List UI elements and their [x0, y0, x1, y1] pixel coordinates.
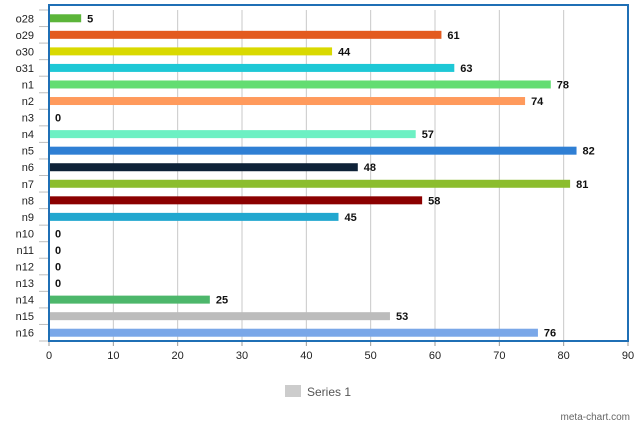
- x-tick-label: 40: [300, 350, 312, 362]
- bar[interactable]: [49, 212, 339, 221]
- bar[interactable]: [49, 328, 538, 337]
- data-label: 78: [557, 79, 569, 91]
- data-label: 81: [576, 179, 588, 191]
- bar[interactable]: [49, 14, 82, 23]
- bar[interactable]: [49, 312, 390, 321]
- data-label: 45: [345, 212, 357, 224]
- bar[interactable]: [49, 97, 526, 106]
- x-tick-label: 10: [107, 350, 119, 362]
- grid-lines: [112, 10, 629, 341]
- category-label: n2: [22, 96, 34, 108]
- data-label: 57: [422, 129, 434, 141]
- bar[interactable]: [49, 30, 442, 39]
- category-label: n15: [16, 311, 34, 323]
- data-label: 0: [55, 245, 61, 257]
- category-label: o29: [16, 30, 34, 42]
- data-label: 44: [338, 46, 351, 58]
- data-label: 0: [55, 113, 61, 125]
- x-tick-label: 30: [236, 350, 248, 362]
- bar[interactable]: [49, 80, 551, 89]
- bar[interactable]: [49, 179, 571, 188]
- category-label: n7: [22, 179, 34, 191]
- category-label: n9: [22, 212, 34, 224]
- x-tick-label: 20: [172, 350, 184, 362]
- data-label: 82: [583, 146, 595, 158]
- x-tick-label: 70: [493, 350, 505, 362]
- data-label: 74: [531, 96, 544, 108]
- axes: 0 10 20 30 40 50 60 70 80 90o28o29o30o31n1n2n3n4n…: [16, 9, 634, 362]
- x-tick-label: 90: [622, 350, 634, 362]
- data-label: 5: [87, 13, 93, 25]
- data-label: 76: [544, 328, 556, 340]
- category-label: n14: [16, 295, 34, 307]
- data-label: 53: [396, 311, 408, 323]
- x-tick-label: 0: [46, 350, 52, 362]
- credit-text: meta-chart.com: [561, 412, 630, 423]
- category-label: n12: [16, 262, 34, 274]
- plot-border: [48, 4, 629, 342]
- x-tick-label: 80: [558, 350, 570, 362]
- category-label: n10: [16, 228, 34, 240]
- category-label: n8: [22, 195, 34, 207]
- data-label: 0: [55, 262, 61, 274]
- legend[interactable]: Series 1: [285, 385, 351, 399]
- bars: [49, 14, 577, 337]
- bar[interactable]: [49, 47, 333, 56]
- bar[interactable]: [49, 63, 455, 72]
- data-label: 0: [55, 278, 61, 290]
- data-label: 48: [364, 162, 376, 174]
- category-label: n4: [22, 129, 34, 141]
- bar[interactable]: [49, 163, 358, 172]
- data-label: 63: [460, 63, 472, 75]
- category-label: o31: [16, 63, 34, 75]
- legend-swatch[interactable]: [285, 385, 301, 397]
- category-label: n3: [22, 113, 34, 125]
- category-label: n5: [22, 146, 34, 158]
- bar[interactable]: [49, 130, 416, 139]
- category-label: n11: [16, 245, 34, 257]
- category-label: n16: [16, 328, 34, 340]
- category-label: o30: [16, 46, 34, 58]
- x-tick-label: 60: [429, 350, 441, 362]
- data-label: 25: [216, 295, 228, 307]
- data-label: 58: [428, 195, 440, 207]
- category-label: o28: [16, 13, 34, 25]
- bar[interactable]: [49, 146, 577, 155]
- value-labels: 5 61 44 63 78 74 0 57 82 48 81 58 45 0 0 0 0 25 53 76: [55, 13, 595, 339]
- category-label: n6: [22, 162, 34, 174]
- bar[interactable]: [49, 196, 423, 205]
- category-label: n13: [16, 278, 34, 290]
- bar[interactable]: [49, 295, 210, 304]
- category-label: n1: [22, 79, 34, 91]
- data-label: 0: [55, 228, 61, 240]
- legend-label[interactable]: Series 1: [307, 385, 351, 399]
- data-label: 61: [447, 30, 459, 42]
- x-tick-label: 50: [365, 350, 377, 362]
